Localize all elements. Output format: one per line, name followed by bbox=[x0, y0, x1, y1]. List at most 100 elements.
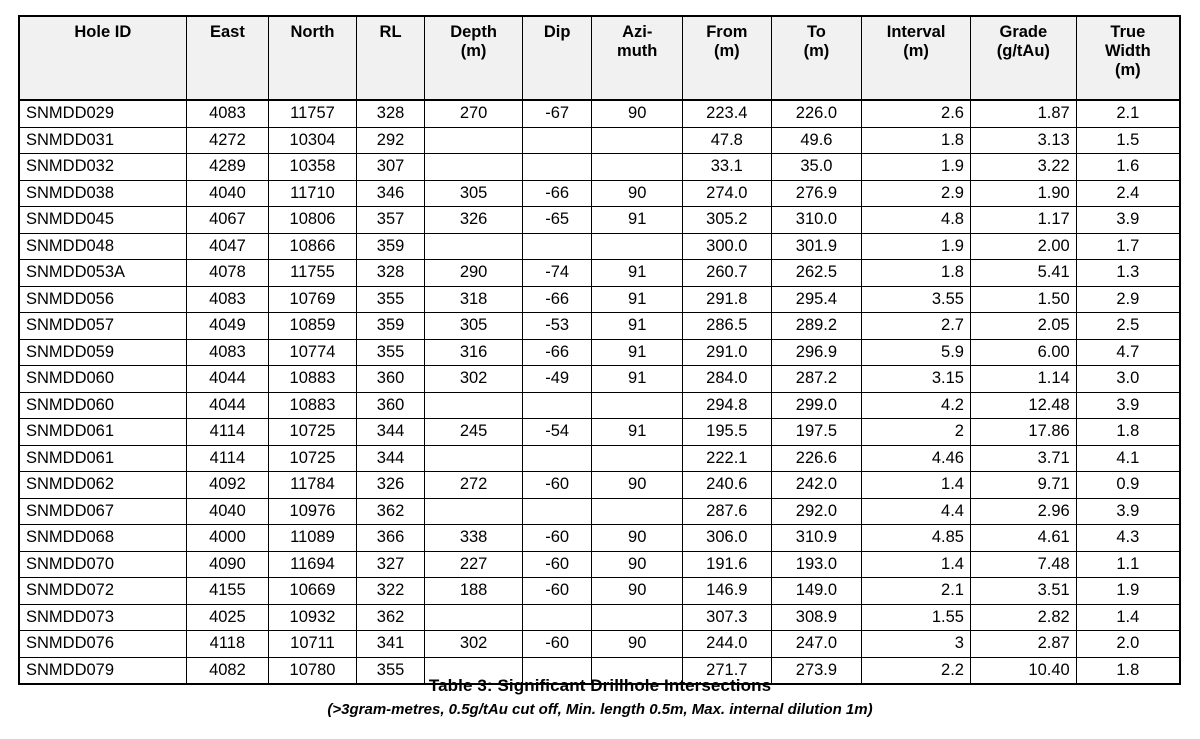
cell-north: 10669 bbox=[268, 577, 357, 605]
cell-east: 4155 bbox=[186, 577, 270, 605]
caption-subtitle: (>3gram-metres, 0.5g/tAu cut off, Min. l… bbox=[327, 701, 873, 718]
cell-rl: 346 bbox=[356, 180, 426, 207]
cell-north: 10883 bbox=[268, 392, 357, 419]
cell-grade: 3.22 bbox=[970, 153, 1077, 181]
cell-dip: -60 bbox=[522, 551, 593, 578]
cell-hole-id: SNMDD029 bbox=[19, 100, 187, 128]
cell-east: 4025 bbox=[186, 604, 270, 631]
cell-true-width: 2.1 bbox=[1076, 100, 1180, 128]
table-row: SNMDD045 4067 10806 357 326 -65 91 305.2 310.0 4.… bbox=[19, 206, 1180, 234]
cell-azimuth: 91 bbox=[591, 286, 684, 313]
cell-depth: 270 bbox=[424, 100, 523, 128]
table-row: SNMDD079 4082 10780 355 271.7 273.9 2.2 10.40 1.… bbox=[19, 657, 1180, 684]
cell-true-width: 2.0 bbox=[1076, 630, 1180, 658]
cell-grade: 2.96 bbox=[970, 498, 1077, 525]
cell-depth bbox=[424, 153, 523, 181]
cell-to: 262.5 bbox=[771, 259, 863, 287]
cell-depth bbox=[424, 392, 523, 419]
cell-grade: 2.82 bbox=[970, 604, 1077, 631]
cell-interval: 1.55 bbox=[861, 604, 971, 631]
cell-from: 286.5 bbox=[682, 312, 772, 340]
table-row: SNMDD060 4044 10883 360 294.8 299.0 4.2 12.48 3.… bbox=[19, 392, 1180, 419]
cell-to: 226.6 bbox=[771, 445, 863, 472]
cell-rl: 362 bbox=[356, 498, 426, 525]
cell-to: 310.9 bbox=[771, 524, 863, 552]
cell-hole-id: SNMDD076 bbox=[19, 630, 187, 658]
cell-depth: 302 bbox=[424, 630, 523, 658]
cell-azimuth: 90 bbox=[591, 630, 684, 658]
cell-rl: 355 bbox=[356, 339, 426, 366]
cell-dip: -53 bbox=[522, 312, 593, 340]
cell-azimuth: 91 bbox=[591, 339, 684, 366]
column-header-interval: Interval (m) bbox=[861, 16, 971, 101]
cell-north: 11089 bbox=[268, 524, 357, 552]
cell-from: 222.1 bbox=[682, 445, 772, 472]
cell-north: 10774 bbox=[268, 339, 357, 366]
cell-hole-id: SNMDD031 bbox=[19, 127, 187, 154]
cell-rl: 360 bbox=[356, 365, 426, 393]
cell-interval: 2.9 bbox=[861, 180, 971, 207]
cell-interval: 4.4 bbox=[861, 498, 971, 525]
cell-interval: 4.2 bbox=[861, 392, 971, 419]
cell-true-width: 1.4 bbox=[1076, 604, 1180, 631]
cell-true-width: 1.1 bbox=[1076, 551, 1180, 578]
table-row: SNMDD076 4118 10711 341 302 -60 90 244.0 247.0 3 2… bbox=[19, 630, 1180, 658]
table-row: SNMDD029 4083 11757 328 270 -67 90 223.4 226.0 2.… bbox=[19, 100, 1180, 128]
cell-true-width: 3.9 bbox=[1076, 498, 1180, 525]
cell-hole-id: SNMDD038 bbox=[19, 180, 187, 207]
cell-azimuth bbox=[591, 233, 684, 260]
column-header-depth: Depth (m) bbox=[424, 16, 523, 101]
cell-grade: 10.40 bbox=[970, 657, 1077, 684]
cell-azimuth bbox=[591, 657, 684, 684]
cell-hole-id: SNMDD045 bbox=[19, 206, 187, 234]
cell-east: 4083 bbox=[186, 339, 270, 366]
cell-true-width: 3.9 bbox=[1076, 206, 1180, 234]
cell-grade: 17.86 bbox=[970, 418, 1077, 446]
cell-grade: 5.41 bbox=[970, 259, 1077, 287]
cell-interval: 4.85 bbox=[861, 524, 971, 552]
table-row: SNMDD072 4155 10669 322 188 -60 90 146.9 149.0 2.… bbox=[19, 577, 1180, 605]
table-row: SNMDD062 4092 11784 326 272 -60 90 240.6 242.0 1.… bbox=[19, 471, 1180, 499]
cell-interval: 3.55 bbox=[861, 286, 971, 313]
cell-rl: 328 bbox=[356, 100, 426, 128]
cell-true-width: 2.9 bbox=[1076, 286, 1180, 313]
cell-north: 10976 bbox=[268, 498, 357, 525]
cell-rl: 341 bbox=[356, 630, 426, 658]
header-label-hole-id: Hole ID bbox=[74, 23, 132, 41]
cell-east: 4078 bbox=[186, 259, 270, 287]
cell-dip bbox=[522, 498, 593, 525]
cell-north: 10711 bbox=[268, 630, 357, 658]
cell-depth: 227 bbox=[424, 551, 523, 578]
cell-interval: 4.8 bbox=[861, 206, 971, 234]
caption-title: Table 3: Significant Drillhole Intersect… bbox=[428, 676, 772, 695]
cell-grade: 1.87 bbox=[970, 100, 1077, 128]
table-row: SNMDD031 4272 10304 292 47.8 49.6 1.8 3.13 1.5 bbox=[19, 127, 1180, 154]
cell-dip: -67 bbox=[522, 100, 593, 128]
cell-grade: 1.14 bbox=[970, 365, 1077, 393]
header-label-depth-line2: (m) bbox=[460, 41, 487, 60]
cell-azimuth: 91 bbox=[591, 365, 684, 393]
cell-depth: 338 bbox=[424, 524, 523, 552]
cell-grade: 3.51 bbox=[970, 577, 1077, 605]
cell-from: 306.0 bbox=[682, 524, 772, 552]
table-body: SNMDD029 4083 11757 328 270 -67 90 223.4 226.0 2.… bbox=[19, 100, 1180, 684]
drillhole-intersections-table: Hole ID East North RL Depth (m) bbox=[18, 15, 1181, 685]
cell-interval: 5.9 bbox=[861, 339, 971, 366]
cell-interval: 1.9 bbox=[861, 153, 971, 181]
cell-to: 308.9 bbox=[771, 604, 863, 631]
cell-rl: 357 bbox=[356, 206, 426, 234]
cell-dip bbox=[522, 445, 593, 472]
cell-interval: 2.1 bbox=[861, 577, 971, 605]
cell-azimuth: 90 bbox=[591, 100, 684, 128]
cell-from: 294.8 bbox=[682, 392, 772, 419]
cell-azimuth: 90 bbox=[591, 577, 684, 605]
cell-interval: 3 bbox=[861, 630, 971, 658]
cell-dip: -74 bbox=[522, 259, 593, 287]
column-header-hole-id: Hole ID bbox=[19, 16, 187, 101]
cell-north: 10769 bbox=[268, 286, 357, 313]
cell-east: 4092 bbox=[186, 471, 270, 499]
cell-grade: 2.05 bbox=[970, 312, 1077, 340]
cell-azimuth bbox=[591, 153, 684, 181]
cell-true-width: 0.9 bbox=[1076, 471, 1180, 499]
